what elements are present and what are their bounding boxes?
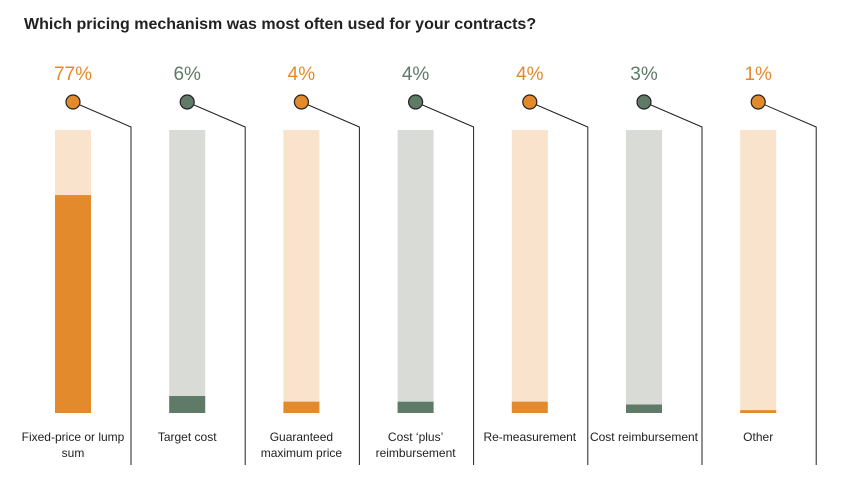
bar-track	[626, 130, 662, 413]
value-label: 4%	[288, 64, 316, 85]
value-label: 4%	[516, 64, 544, 85]
marker-dot	[408, 94, 424, 110]
connector	[187, 101, 246, 465]
category-label: Fixed-price or lump sum	[21, 430, 125, 460]
value-label: 77%	[54, 64, 92, 85]
value-label: 3%	[630, 64, 658, 85]
bar	[55, 195, 91, 413]
connector	[758, 101, 817, 465]
bar	[169, 396, 206, 413]
value-label: 1%	[744, 64, 772, 85]
bar-track	[511, 130, 548, 413]
connector	[643, 101, 703, 465]
marker-dot	[179, 94, 195, 110]
bar	[283, 401, 320, 413]
connector	[72, 101, 132, 465]
category-label: Other	[743, 430, 774, 444]
bar	[397, 401, 434, 413]
bar-track	[397, 130, 434, 413]
bar-track	[169, 130, 206, 413]
category-label: Cost ‘plus’ reimbursement	[375, 430, 456, 460]
category-label: Cost reimbursement	[589, 430, 699, 444]
value-label: 4%	[402, 64, 430, 85]
category-label: Target cost	[157, 430, 217, 444]
marker-dot	[522, 94, 538, 110]
connector	[415, 101, 475, 465]
marker-dot	[65, 94, 81, 110]
category-label: Guaranteed maximum price	[260, 430, 343, 460]
chart-title: Which pricing mechanism was most often u…	[24, 16, 537, 33]
marker-dot	[293, 94, 309, 110]
value-label: 6%	[173, 64, 201, 85]
bar	[511, 401, 548, 413]
category-label: Re-measurement	[483, 430, 577, 444]
bar-track	[740, 130, 777, 413]
bar-track	[283, 130, 320, 413]
marker-dot	[636, 94, 652, 110]
connector	[529, 101, 589, 465]
bar	[740, 410, 777, 413]
connector	[301, 101, 360, 465]
marker-dot	[750, 94, 766, 110]
bar	[626, 404, 662, 413]
